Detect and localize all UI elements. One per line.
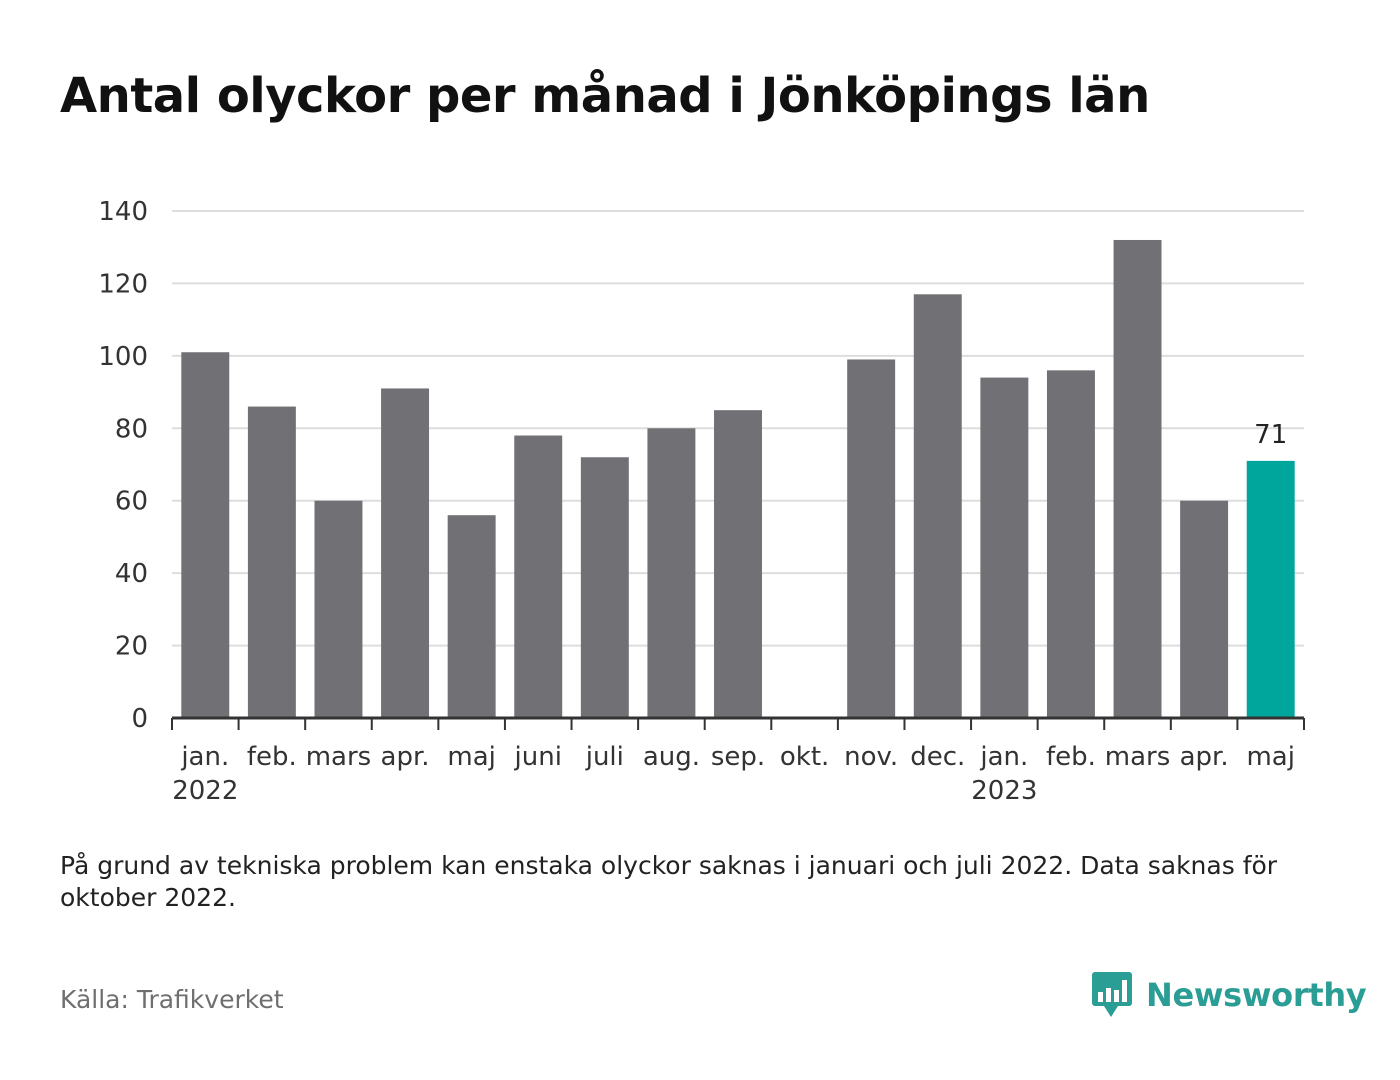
y-tick-label: 40	[115, 559, 148, 589]
footnote: På grund av tekniska problem kan enstaka…	[60, 851, 1278, 912]
x-tick-label: maj	[447, 742, 495, 772]
bar-7	[647, 428, 696, 718]
bar-16	[1246, 460, 1295, 718]
chart-title: Antal olyckor per månad i Jönköpings län	[60, 68, 1150, 124]
bar-3	[381, 388, 430, 718]
year-label: 2022	[172, 776, 238, 806]
bar-4	[447, 515, 496, 718]
brand-name: Newsworthy	[1146, 976, 1367, 1014]
bar-0	[181, 352, 230, 718]
x-tick-label: mars	[306, 742, 372, 772]
bar-10	[847, 359, 896, 718]
x-tick-label: apr.	[1180, 742, 1229, 772]
y-axis-labels: 0 20 40 60 80 100 120 140	[98, 197, 148, 734]
y-tick-label: 120	[98, 269, 148, 299]
x-axis-labels: jan. feb. mars apr. maj juni juli aug. sep. okt. n…	[172, 742, 1295, 806]
bar-2	[314, 500, 363, 718]
bar-15	[1180, 500, 1229, 718]
bar-5	[514, 435, 563, 718]
x-tick-label: dec.	[910, 742, 965, 772]
x-tick-label: feb.	[1046, 742, 1096, 772]
brand-logo: Newsworthy	[1090, 970, 1367, 1020]
bar-11	[913, 294, 962, 718]
bar-6	[580, 457, 629, 718]
y-tick-label: 140	[98, 197, 148, 227]
x-tick-label: juni	[514, 742, 562, 772]
x-tick-label: mars	[1105, 742, 1171, 772]
x-tick-label: aug.	[643, 742, 700, 772]
bar-13	[1046, 370, 1095, 718]
newsworthy-logo-icon	[1092, 972, 1132, 1017]
x-axis	[171, 716, 1305, 730]
x-tick-label: sep.	[711, 742, 765, 772]
y-tick-label: 100	[98, 342, 148, 372]
x-tick-label: maj	[1246, 742, 1294, 772]
bar-8	[714, 410, 762, 718]
source-text: Källa: Trafikverket	[60, 985, 284, 1014]
y-tick-label: 0	[131, 704, 148, 734]
year-label: 2023	[971, 776, 1037, 806]
y-tick-label: 20	[115, 632, 148, 662]
data-label: 71	[1254, 420, 1287, 450]
data-labels: 71	[1254, 420, 1287, 450]
x-tick-label: jan.	[979, 742, 1028, 772]
x-tick-label: apr.	[381, 742, 430, 772]
x-tick-label: jan.	[180, 742, 229, 772]
x-tick-label: nov.	[844, 742, 898, 772]
bar-12	[980, 377, 1029, 718]
bars	[181, 239, 1295, 718]
y-tick-label: 80	[115, 414, 148, 444]
bar-1	[247, 406, 296, 718]
y-tick-label: 60	[115, 487, 148, 517]
bar-14	[1113, 239, 1162, 718]
x-tick-label: juli	[585, 742, 624, 772]
x-tick-label: feb.	[247, 742, 297, 772]
x-tick-label: okt.	[780, 742, 829, 772]
